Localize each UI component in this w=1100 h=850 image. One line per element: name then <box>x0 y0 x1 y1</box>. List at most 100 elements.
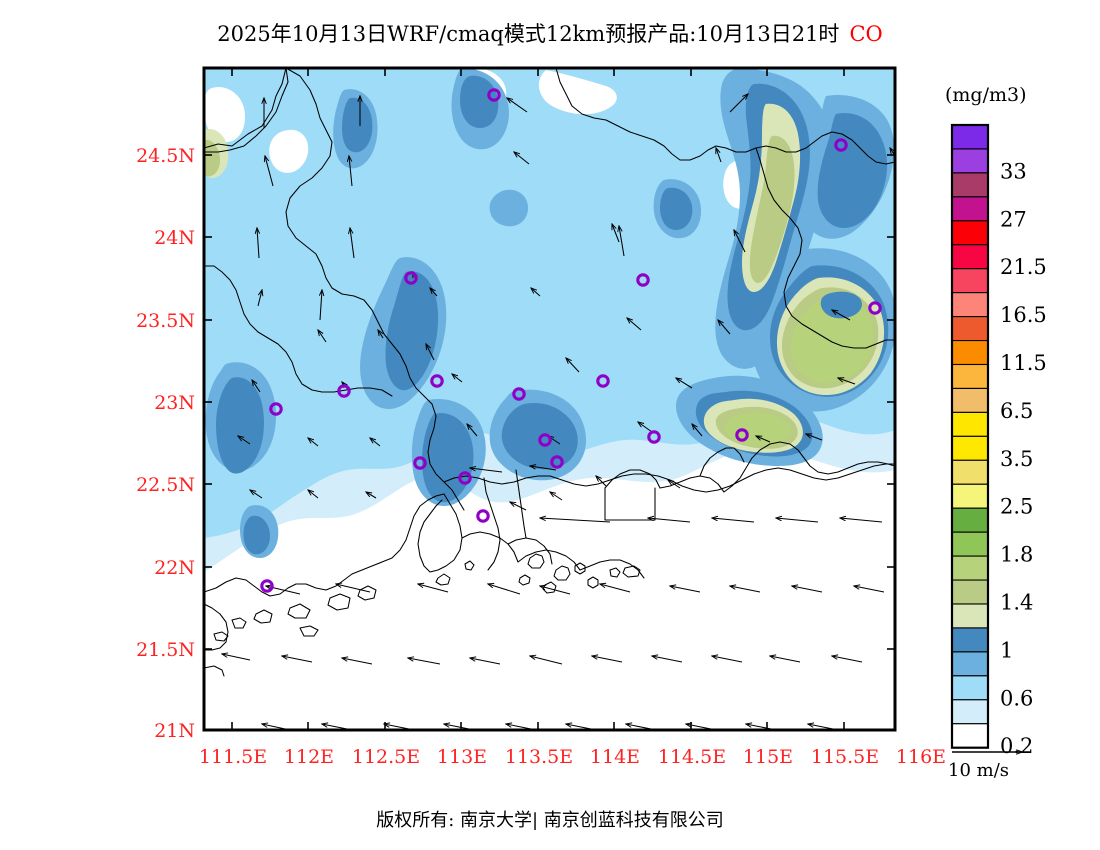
colorbar-cell <box>951 268 989 294</box>
contour-0.8-sm1 <box>489 189 528 227</box>
city-marker <box>538 433 552 447</box>
city-marker <box>636 273 650 287</box>
low-pocket-c <box>269 129 309 173</box>
colorbar-tick-label: 16.5 <box>1000 303 1047 327</box>
colorbar-cell <box>951 244 989 270</box>
colorbar-cell <box>951 603 989 629</box>
x-axis-label: 116E <box>895 746 947 768</box>
x-axis-label: 114.5E <box>657 746 727 768</box>
x-axis-label: 112.5E <box>351 746 421 768</box>
x-axis-label: 112E <box>283 746 335 768</box>
colorbar-cell <box>951 124 989 150</box>
colorbar-frame <box>950 123 990 749</box>
colorbar-tick-label: 33 <box>1000 159 1027 183</box>
colorbar-cell <box>951 411 989 437</box>
plot-frame <box>202 66 897 732</box>
city-marker <box>476 509 490 523</box>
colorbar-cell <box>951 459 989 485</box>
x-axis-label: 115.5E <box>810 746 880 768</box>
colorbar[interactable]: 33 27 21.5 16.5 11.5 6.5 3.5 2.5 1.8 1.4 1 0.6 0.2 <box>950 123 1047 758</box>
y-axis-label: 24N <box>154 227 195 249</box>
colorbar-cell <box>951 148 989 174</box>
city-marker-group[interactable] <box>260 88 882 593</box>
colorbar-tick-label: 11.5 <box>1000 351 1047 375</box>
copyright-footer: 版权所有: 南京大学| 南京创蓝科技有限公司 <box>376 810 724 831</box>
city-marker <box>487 88 501 102</box>
colorbar-cell <box>951 339 989 366</box>
colorbar-cell <box>951 723 989 749</box>
colorbar-cell <box>951 220 989 246</box>
colorbar-tick-label: 21.5 <box>1000 255 1047 279</box>
colorbar-cell <box>951 555 989 581</box>
low-pocket-b <box>538 70 617 115</box>
city-marker <box>413 456 427 470</box>
y-axis-label: 21.5N <box>136 639 195 661</box>
colorbar-tick-label: 1.4 <box>1000 591 1033 615</box>
page-title: 2025年10月13日WRF/cmaq模式12km预报产品:10月13日21时 C… <box>0 18 1100 48</box>
y-axis-label: 23.5N <box>136 310 195 332</box>
x-axis-label: 113E <box>436 746 488 768</box>
colorbar-cell <box>951 699 989 725</box>
contour-1.0-n1 <box>342 97 373 153</box>
colorbar-tick-label: 2.5 <box>1000 495 1033 519</box>
city-marker <box>868 301 882 315</box>
colorbar-cell <box>951 196 989 222</box>
concentration-field <box>204 68 895 730</box>
contour-1.0-cn <box>385 271 439 391</box>
x-axis-label: 114E <box>589 746 641 768</box>
contour-2.0-se <box>725 412 791 447</box>
axis-ticks <box>204 68 896 731</box>
colorbar-cell <box>951 579 989 605</box>
colorbar-cell <box>951 483 989 509</box>
y-axis-label: 22.5N <box>136 474 195 496</box>
city-marker <box>834 138 848 152</box>
colorbar-cell <box>951 627 989 653</box>
contour-1.0-n2 <box>460 75 499 128</box>
contour-1.0-sm3 <box>660 187 693 230</box>
contour-1.0-w1 <box>216 377 264 474</box>
title-main: 2025年10月13日WRF/cmaq模式12km预报产品:10月13日21时 <box>217 22 840 46</box>
contour-1.8-ne1 <box>749 135 795 283</box>
colorbar-cell <box>951 363 989 390</box>
x-axis-label: 113.5E <box>504 746 574 768</box>
colorbar-tick-label: 3.5 <box>1000 447 1033 471</box>
city-marker <box>404 271 418 285</box>
low-pocket-e <box>204 86 246 142</box>
colorbar-tick-label: 6.5 <box>1000 399 1033 423</box>
city-marker <box>269 402 283 416</box>
city-marker <box>550 455 564 469</box>
colorbar-unit: (mg/m3) <box>945 84 1027 106</box>
city-marker <box>512 387 526 401</box>
contour-1.0-sm2 <box>243 515 270 555</box>
colorbar-cell <box>951 387 989 413</box>
contour-1.0-neb <box>817 113 888 228</box>
y-axis-label: 23N <box>154 392 195 414</box>
title-species: CO <box>849 22 883 46</box>
city-marker <box>458 471 472 485</box>
city-marker <box>337 384 351 398</box>
y-axis-label: 21N <box>154 720 195 742</box>
colorbar-cell <box>951 292 989 318</box>
colorbar-cell <box>951 316 989 342</box>
colorbar-cell <box>951 651 989 677</box>
colorbar-cell <box>951 507 989 533</box>
city-marker <box>647 430 661 444</box>
colorbar-cell <box>951 531 989 557</box>
colorbar-tick-label: 27 <box>1000 207 1027 231</box>
city-marker <box>430 374 444 388</box>
x-axis-label: 111.5E <box>198 746 268 768</box>
colorbar-cell <box>951 435 989 461</box>
x-axis-label: 115E <box>742 746 794 768</box>
contour-2.0-ec <box>790 295 874 383</box>
city-marker <box>596 374 610 388</box>
contour-1.8-tl <box>204 139 220 177</box>
city-marker <box>260 579 274 593</box>
city-marker <box>735 428 749 442</box>
y-axis-label: 24.5N <box>136 145 195 167</box>
colorbar-tick-label: 0.2 <box>1000 734 1033 758</box>
colorbar-tick-label: 1.8 <box>1000 543 1033 567</box>
colorbar-cell <box>951 172 989 198</box>
colorbar-tick-label: 0.6 <box>1000 686 1033 710</box>
colorbar-cell <box>951 675 989 701</box>
